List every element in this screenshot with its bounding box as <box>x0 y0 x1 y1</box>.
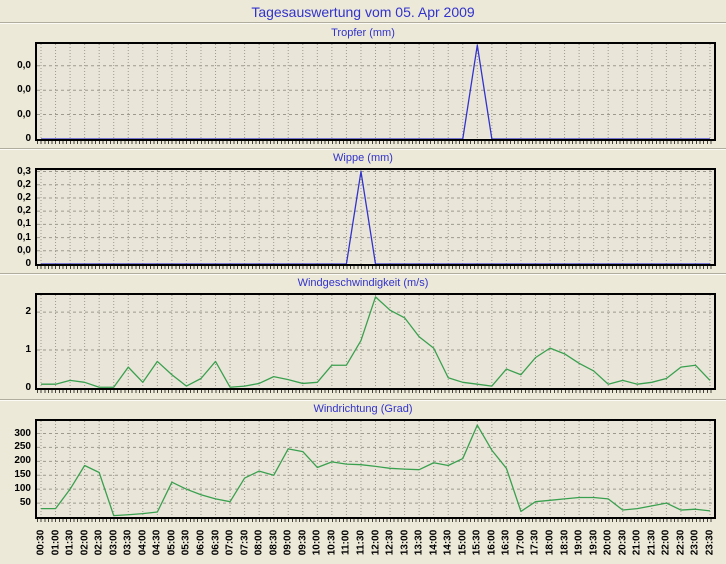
x-tick-label: 15:30 <box>471 529 483 556</box>
x-tick-label: 13:00 <box>399 529 411 556</box>
x-axis-minor-ticks <box>37 390 714 393</box>
x-tick-label: 16:00 <box>486 529 498 556</box>
y-tick-label: 300 <box>14 427 31 439</box>
y-tick-label: 2 <box>25 306 31 318</box>
y-tick-label: 0 <box>25 382 31 393</box>
y-tick-label: 0 <box>25 133 31 144</box>
x-tick-label: 11:30 <box>355 529 367 556</box>
x-tick-label: 11:00 <box>340 529 352 556</box>
x-tick-label: 05:00 <box>166 529 178 556</box>
x-tick-label: 06:00 <box>195 529 207 556</box>
separator-line <box>0 273 726 275</box>
x-tick-label: 02:00 <box>79 529 91 556</box>
x-tick-label: 04:00 <box>137 529 149 556</box>
x-tick-label: 03:30 <box>122 529 134 556</box>
x-tick-label: 15:00 <box>457 529 469 556</box>
plot-area-windrichtung <box>35 419 716 519</box>
y-tick-label: 0,1 <box>17 218 31 230</box>
x-tick-label: 17:30 <box>529 529 541 556</box>
x-tick-label: 18:30 <box>559 529 571 556</box>
y-tick-label: 200 <box>14 455 31 467</box>
y-tick-label: 0,2 <box>17 178 31 190</box>
x-tick-label: 14:30 <box>442 529 454 556</box>
chart-title-windgeschwindigkeit: Windgeschwindigkeit (m/s) <box>297 277 429 289</box>
y-tick-label: 50 <box>19 497 31 509</box>
x-tick-label: 23:00 <box>689 529 701 556</box>
series-line <box>41 424 711 517</box>
x-tick-label: 01:30 <box>64 529 76 556</box>
chart-title-windrichtung: Windrichtung (Grad) <box>313 403 413 415</box>
x-axis-minor-ticks <box>37 266 714 269</box>
x-tick-label: 08:00 <box>253 529 265 556</box>
x-tick-label: 12:30 <box>384 529 396 556</box>
chart-canvas <box>37 421 714 517</box>
y-tick-label: 0,0 <box>17 108 31 120</box>
x-tick-label: 17:00 <box>515 529 527 556</box>
y-tick-label: 1 <box>25 344 31 356</box>
x-tick-label: 10:00 <box>311 529 323 556</box>
x-tick-label: 19:00 <box>573 529 585 556</box>
x-tick-label: 13:30 <box>413 529 425 556</box>
y-tick-label: 0,1 <box>17 231 31 243</box>
x-tick-label: 22:00 <box>660 529 672 556</box>
y-tick-label: 0,0 <box>17 84 31 96</box>
x-tick-label: 12:00 <box>370 529 381 556</box>
series-line <box>41 296 711 388</box>
x-axis-time-labels: 00:30 01:00 01:30 02:00 02:30 03:00 03:30 04:00… <box>35 521 716 563</box>
chart-title-wippe: Wippe (mm) <box>333 152 393 164</box>
x-axis-minor-ticks <box>37 141 714 144</box>
y-tick-label: 0,0 <box>17 59 31 71</box>
y-tick-label: 0,2 <box>17 205 31 217</box>
chart-title-tropfer: Tropfer (mm) <box>331 27 395 39</box>
separator-line <box>0 399 726 401</box>
page-title: Tagesauswertung vom 05. Apr 2009 <box>251 4 475 20</box>
x-tick-label: 21:00 <box>631 529 643 556</box>
separator-line <box>0 148 726 150</box>
chart-canvas <box>37 170 714 264</box>
x-tick-label: 08:30 <box>268 529 280 556</box>
x-tick-label: 06:30 <box>210 529 222 556</box>
x-tick-label: 10:30 <box>326 529 338 556</box>
chart-canvas <box>37 44 714 139</box>
x-axis-minor-ticks <box>37 519 714 522</box>
y-tick-label: 0,0 <box>17 244 31 256</box>
x-tick-label: 19:30 <box>588 529 600 556</box>
y-tick-label: 100 <box>14 483 31 495</box>
x-tick-label: 18:00 <box>544 529 556 556</box>
x-tick-label: 01:00 <box>50 529 62 556</box>
x-tick-label: 20:00 <box>602 529 614 556</box>
x-tick-label: 07:30 <box>239 529 251 556</box>
x-tick-label: 00:30 <box>35 529 47 556</box>
y-tick-label: 250 <box>14 441 31 453</box>
plot-area-tropfer <box>35 42 716 141</box>
x-tick-label: 21:30 <box>646 529 658 556</box>
x-tick-label: 20:30 <box>617 529 629 556</box>
x-tick-label: 04:30 <box>151 529 163 556</box>
chart-canvas <box>37 295 714 388</box>
x-tick-label: 09:00 <box>282 529 294 556</box>
plot-area-windgeschwindigkeit <box>35 293 716 390</box>
x-tick-label: 23:30 <box>704 529 716 556</box>
y-tick-label: 150 <box>14 469 31 481</box>
x-tick-label: 09:30 <box>297 529 309 556</box>
x-tick-label: 22:30 <box>675 529 687 556</box>
x-tick-label: 05:30 <box>180 529 192 556</box>
plot-area-wippe <box>35 168 716 266</box>
y-tick-label: 0 <box>25 258 31 269</box>
x-tick-label: 14:00 <box>428 529 440 556</box>
separator-line <box>0 22 726 24</box>
x-tick-label: 16:30 <box>500 529 512 556</box>
x-tick-label: 03:00 <box>108 529 120 556</box>
y-tick-label: 0,3 <box>17 165 31 177</box>
y-tick-label: 0,2 <box>17 191 31 203</box>
x-tick-label: 07:00 <box>224 529 236 556</box>
x-tick-label: 02:30 <box>93 529 105 556</box>
